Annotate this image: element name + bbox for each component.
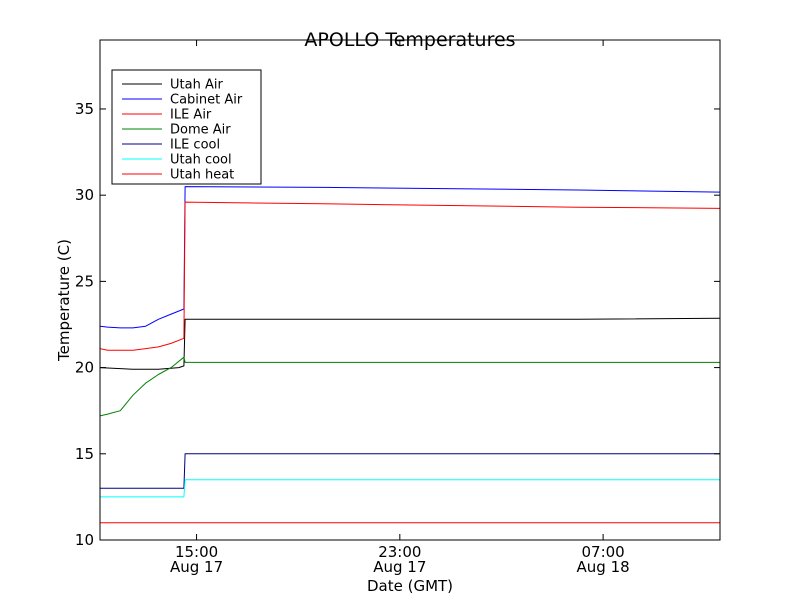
legend-label: ILE cool — [170, 138, 220, 153]
y-tick-label: 10 — [75, 531, 94, 549]
legend-box — [111, 69, 262, 185]
series-line-utah-air — [100, 317, 720, 370]
legend-label: Utah Air — [170, 78, 223, 93]
series-line-utah-cool — [100, 479, 720, 498]
series-line-ile-cool — [100, 453, 720, 489]
series-line-dome-air — [100, 356, 720, 417]
y-tick-label: 35 — [75, 100, 94, 118]
legend-label: Utah heat — [170, 168, 234, 183]
y-tick-label: 25 — [75, 272, 94, 290]
y-tick-label: 15 — [75, 445, 94, 463]
y-tick-label: 30 — [75, 186, 94, 204]
series-layer — [100, 186, 720, 524]
x-tick-label-date: Aug 17 — [373, 558, 426, 576]
legend-label: Dome Air — [170, 123, 231, 138]
series-line-ile-air — [100, 201, 720, 351]
x-tick-label-time: 23:00 — [378, 543, 421, 561]
plot-frame — [99, 39, 721, 541]
legend-label: Utah cool — [170, 153, 232, 168]
x-tick-label-date: Aug 17 — [170, 558, 223, 576]
y-axis-title: Temperature (C) — [55, 239, 73, 362]
x-tick-label-time: 07:00 — [581, 543, 624, 561]
x-tick-label-date: Aug 18 — [577, 558, 630, 576]
series-line-cabinet-air — [100, 186, 720, 329]
x-axis-title: Date (GMT) — [367, 577, 453, 595]
x-tick-label-time: 15:00 — [175, 543, 218, 561]
legend-label: Cabinet Air — [170, 93, 243, 108]
legend-label: ILE Air — [170, 108, 212, 123]
y-tick-label: 20 — [75, 359, 94, 377]
